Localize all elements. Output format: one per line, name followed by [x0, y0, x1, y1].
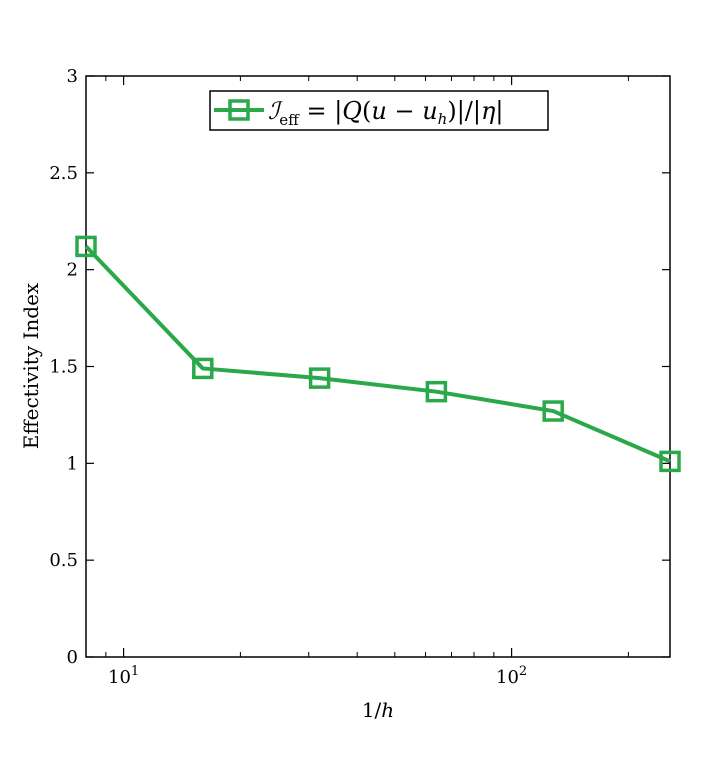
y-tick-label: 2.5 [49, 163, 78, 184]
data-point-marker [75, 235, 97, 258]
tick-labels: 0 0.5 1 1.5 2 2.5 3 101 102 [49, 66, 527, 688]
y-tick-label: 0.5 [49, 550, 78, 571]
legend-box [209, 90, 549, 131]
data-point-marker [192, 357, 214, 380]
x-tick-label: 102 [496, 664, 527, 688]
legend-marker [228, 99, 250, 121]
data-point-marker [425, 380, 448, 403]
axis-ticks [86, 75, 670, 658]
y-tick-label: 1.5 [49, 357, 78, 378]
x-tick-label: 101 [108, 664, 139, 688]
data-point-marker [659, 450, 681, 473]
data-point-marker [542, 400, 564, 422]
y-tick-label: 3 [67, 66, 78, 87]
data-point-marker [308, 367, 331, 389]
y-tick-label: 2 [67, 260, 78, 281]
y-tick-label: 0 [67, 647, 78, 668]
legend: ℐeff = |Q(u − uh)|/|η| [209, 90, 549, 131]
y-tick-label: 1 [67, 453, 78, 474]
y-axis-label: Effectivity Index [19, 282, 43, 449]
series-line [84, 245, 671, 464]
plot-frame [85, 75, 671, 658]
legend-entry: ℐeff = |Q(u − uh)|/|η| [268, 97, 503, 129]
x-axis-label: 1/h [362, 698, 394, 722]
data-series [75, 235, 681, 473]
